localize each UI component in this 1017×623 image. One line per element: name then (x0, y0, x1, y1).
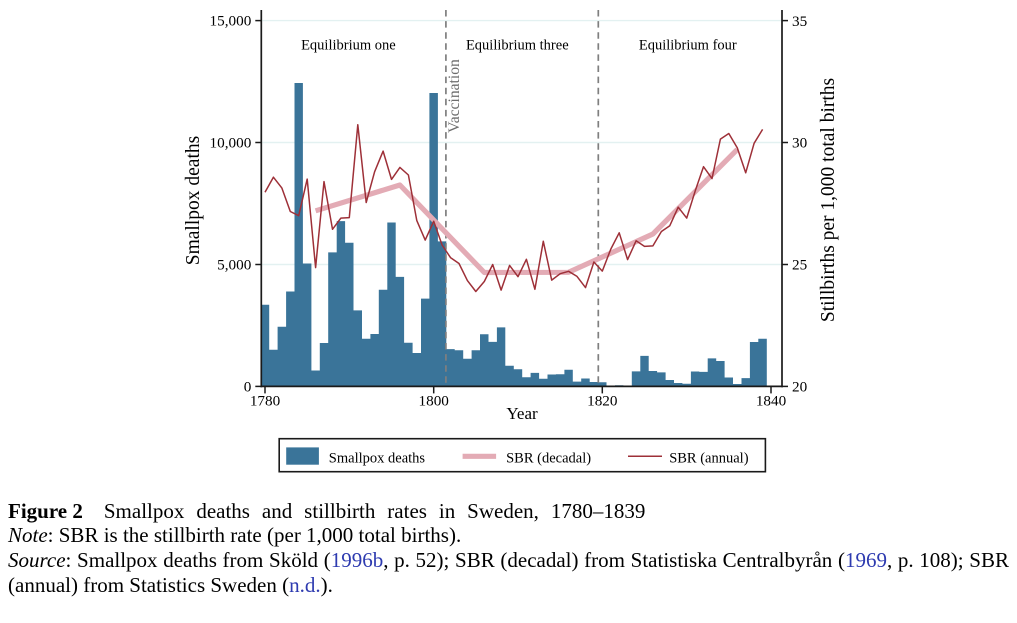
svg-text:1820: 1820 (587, 393, 618, 410)
svg-text:Equilibrium one: Equilibrium one (301, 37, 396, 53)
svg-text:25: 25 (792, 257, 807, 274)
svg-text:Smallpox deaths: Smallpox deaths (183, 136, 204, 265)
svg-text:15,000: 15,000 (210, 13, 252, 30)
svg-text:Year: Year (506, 404, 538, 423)
svg-text:20: 20 (792, 379, 808, 396)
svg-text:30: 30 (792, 135, 808, 152)
svg-text:1840: 1840 (756, 393, 787, 410)
svg-text:Stillbirths per 1,000 total bi: Stillbirths per 1,000 total births (818, 78, 839, 322)
svg-text:Vaccination: Vaccination (446, 59, 463, 133)
svg-text:5,000: 5,000 (217, 257, 252, 274)
svg-text:Equilibrium four: Equilibrium four (639, 37, 737, 53)
svg-text:35: 35 (792, 13, 807, 30)
svg-text:SBR (decadal): SBR (decadal) (506, 451, 591, 467)
svg-text:1800: 1800 (419, 393, 450, 410)
svg-text:SBR (annual): SBR (annual) (669, 451, 749, 467)
svg-text:1780: 1780 (250, 393, 281, 410)
svg-text:Smallpox deaths: Smallpox deaths (329, 451, 426, 467)
svg-text:10,000: 10,000 (210, 135, 252, 152)
svg-text:Equilibrium three: Equilibrium three (466, 37, 569, 53)
svg-text:0: 0 (244, 378, 252, 395)
